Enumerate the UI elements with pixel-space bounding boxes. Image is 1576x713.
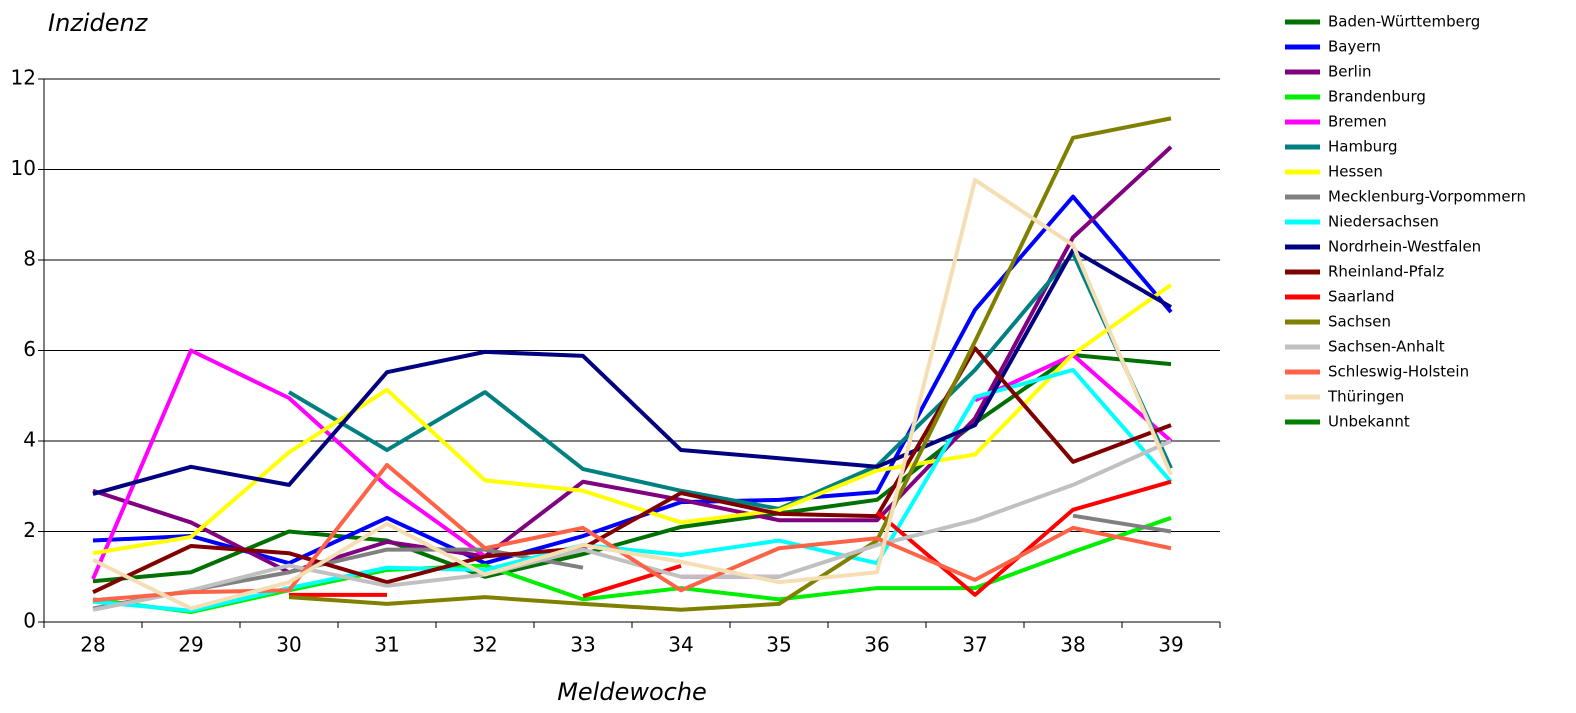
legend-label: Saarland	[1328, 288, 1394, 306]
x-tick-label: 39	[1158, 633, 1183, 657]
series-line	[92, 177, 1173, 611]
legend-label: Hamburg	[1328, 138, 1398, 156]
x-tick-label: 28	[80, 633, 105, 657]
legend-label: Schleswig-Holstein	[1328, 363, 1469, 381]
x-tick-label: 38	[1060, 633, 1085, 657]
x-axis-label: Meldewoche	[557, 678, 707, 706]
legend-label: Mecklenburg-Vorpommern	[1328, 188, 1526, 206]
x-tick-label: 30	[276, 633, 301, 657]
x-tick-label: 32	[472, 633, 497, 657]
series-line	[92, 439, 1172, 612]
x-tick-label: 35	[766, 633, 791, 657]
x-tick-label: 33	[570, 633, 595, 657]
series-line	[92, 145, 1173, 575]
x-tick-label: 29	[178, 633, 203, 657]
legend-label: Baden-Württemberg	[1328, 13, 1480, 31]
y-tick-label: 4	[23, 428, 36, 452]
legend-label: Sachsen	[1328, 313, 1391, 331]
series-line	[288, 116, 1172, 612]
legend-label: Brandenburg	[1328, 88, 1426, 106]
y-tick-label: 2	[23, 518, 36, 542]
series-line	[92, 462, 1172, 603]
chart-title: Inzidenz	[48, 9, 149, 37]
series-line	[287, 251, 1173, 511]
legend-label: Hessen	[1328, 163, 1383, 181]
x-tick-label: 37	[962, 633, 987, 657]
legend-label: Bayern	[1328, 38, 1381, 56]
x-tick-label: 36	[864, 633, 889, 657]
y-tick-label: 10	[11, 156, 36, 180]
y-tick-label: 8	[23, 247, 36, 271]
y-tick-label: 6	[23, 337, 36, 361]
y-tick-label: 0	[23, 609, 36, 633]
legend-label: Unbekannt	[1328, 413, 1410, 431]
legend-label: Nordrhein-Westfalen	[1328, 238, 1481, 256]
series-line	[92, 248, 1173, 496]
legend-label: Bremen	[1328, 113, 1387, 131]
legend-label: Rheinland-Pfalz	[1328, 263, 1444, 281]
legend-label: Niedersachsen	[1328, 213, 1439, 231]
legend-label: Berlin	[1328, 63, 1372, 81]
y-tick-label: 12	[11, 66, 36, 90]
series-line	[92, 283, 1173, 556]
legend-label: Sachsen-Anhalt	[1328, 338, 1445, 356]
legend-label: Thüringen	[1327, 388, 1404, 406]
x-tick-label: 34	[668, 633, 693, 657]
series-line	[92, 353, 1172, 584]
series-line	[92, 346, 1172, 594]
x-tick-label: 31	[374, 633, 399, 657]
